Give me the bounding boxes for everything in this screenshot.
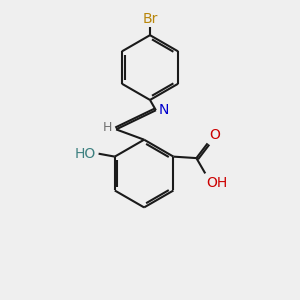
- Text: O: O: [209, 128, 220, 142]
- Text: H: H: [103, 121, 112, 134]
- Text: HO: HO: [74, 147, 96, 161]
- Text: Br: Br: [142, 12, 158, 26]
- Text: N: N: [158, 103, 169, 117]
- Text: OH: OH: [207, 176, 228, 190]
